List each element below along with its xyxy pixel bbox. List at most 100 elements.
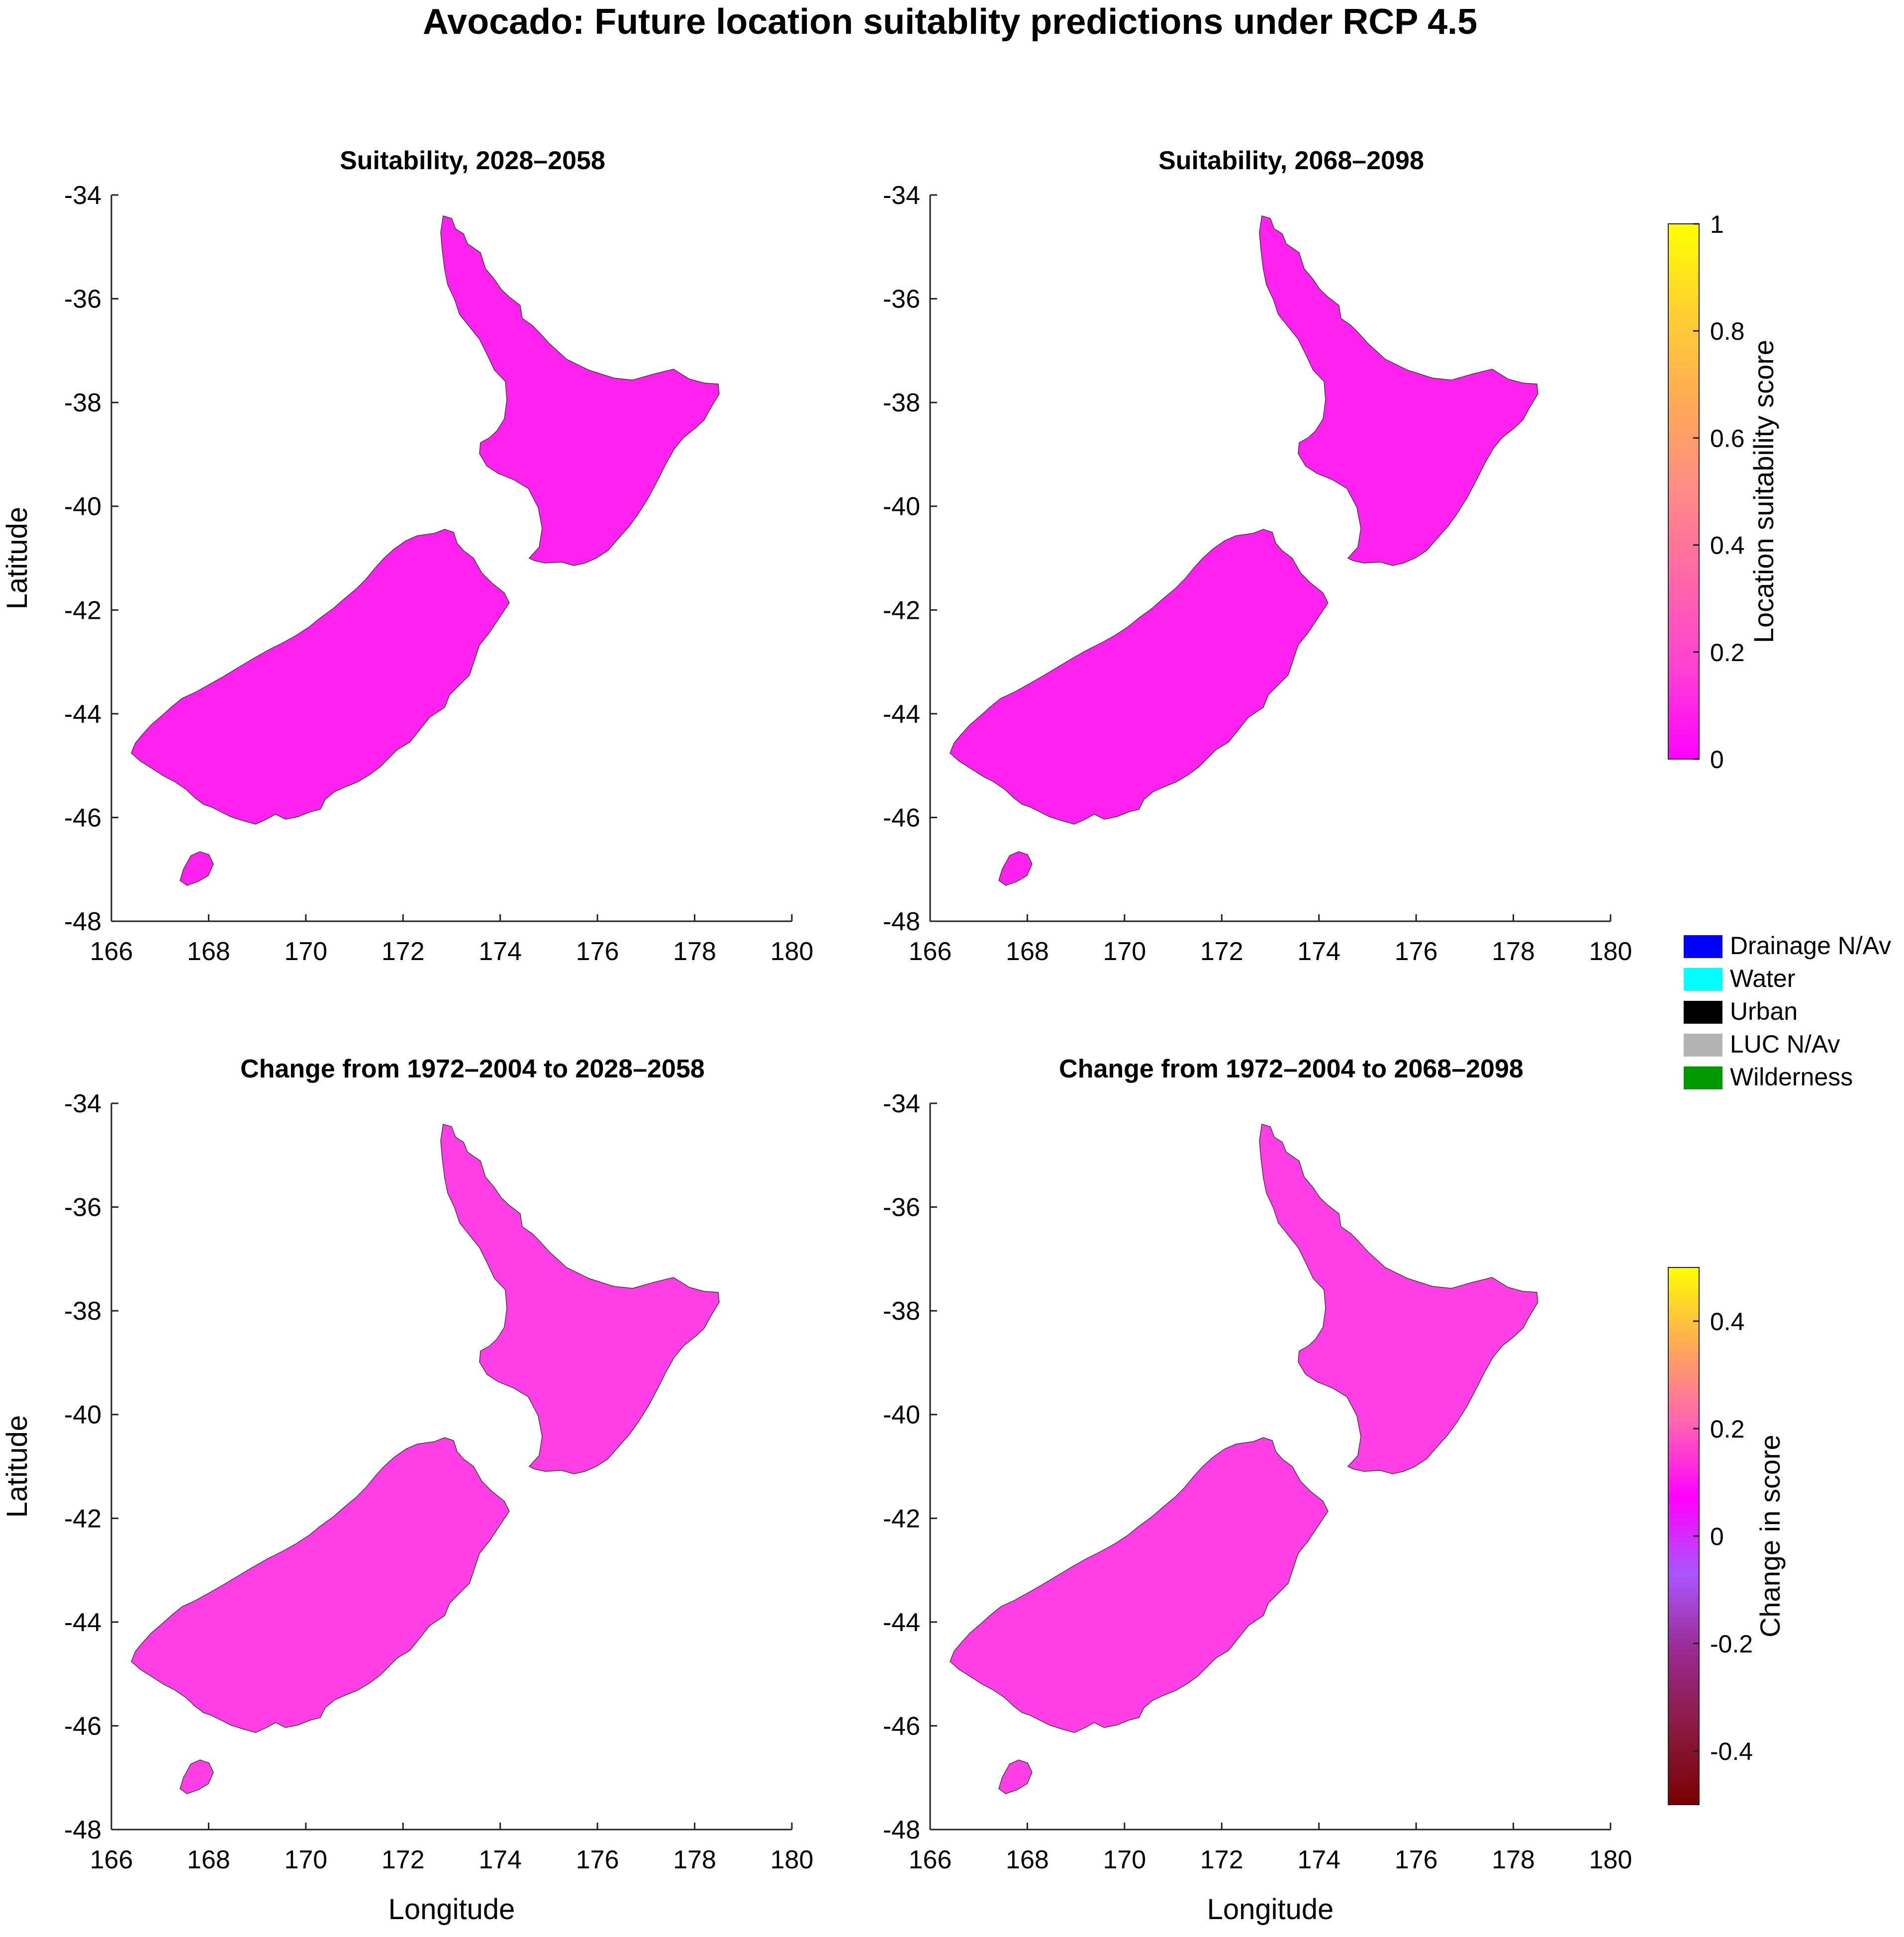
colorbar-tick-label: 0.6 bbox=[1710, 424, 1745, 452]
x-tick-label: 174 bbox=[478, 1845, 522, 1874]
x-tick-label: 166 bbox=[90, 1845, 133, 1874]
legend-label: Wilderness bbox=[1730, 1063, 1853, 1091]
x-tick-label: 178 bbox=[1492, 1845, 1535, 1874]
x-tick-label: 172 bbox=[381, 937, 425, 966]
y-tick-label: -40 bbox=[64, 1401, 101, 1430]
y-tick-label: -36 bbox=[64, 1193, 101, 1222]
x-tick-label: 178 bbox=[673, 1845, 716, 1874]
y-tick-label: -42 bbox=[883, 596, 920, 625]
colorbar-tick-label: 0.8 bbox=[1710, 317, 1745, 345]
x-tick-label: 170 bbox=[1103, 1845, 1146, 1874]
y-tick-label: -46 bbox=[883, 803, 920, 832]
nz-stewart-landmass bbox=[998, 851, 1033, 886]
y-tick-label: -36 bbox=[64, 285, 101, 314]
x-tick-label: 168 bbox=[1006, 1845, 1049, 1874]
colorbar-tick-label: 0.2 bbox=[1710, 1415, 1745, 1443]
x-tick-label: 176 bbox=[576, 1845, 619, 1874]
legend-swatch bbox=[1684, 1066, 1722, 1089]
x-tick-label: 172 bbox=[1200, 937, 1243, 966]
y-tick-label: -34 bbox=[64, 181, 101, 210]
y-tick-label: -42 bbox=[883, 1504, 920, 1533]
colorbars-group: 0 0.2 0.4 0.6 0.8 1 Location suitability score… bbox=[1668, 210, 1786, 1805]
x-tick-label: 178 bbox=[673, 937, 716, 966]
colorbar-tick-label: -0.2 bbox=[1710, 1630, 1753, 1658]
legend-swatch bbox=[1684, 1034, 1722, 1057]
change-colorbar: -0.4 -0.2 0 0.2 0.4 Change in score bbox=[1668, 1267, 1786, 1805]
colorbar-tick-label: -0.4 bbox=[1710, 1738, 1753, 1765]
figure-title: Avocado: Future location suitablity pred… bbox=[423, 2, 1477, 42]
y-tick-label: -46 bbox=[883, 1712, 920, 1741]
nz-north-landmass bbox=[440, 215, 720, 566]
panel-title: Suitability, 2028–2058 bbox=[340, 146, 605, 175]
nz-map bbox=[950, 215, 1538, 886]
x-tick-label: 170 bbox=[1103, 937, 1146, 966]
y-tick-label: -44 bbox=[64, 700, 101, 729]
y-tick-label: -38 bbox=[883, 388, 920, 417]
x-tick-label: 180 bbox=[1589, 937, 1632, 966]
y-tick-label: -40 bbox=[883, 492, 920, 521]
legend-label: Drainage N/Av bbox=[1730, 932, 1891, 960]
legend-item: LUC N/Av bbox=[1684, 1030, 1840, 1058]
x-tick-label: 174 bbox=[1297, 1845, 1340, 1874]
map-panel-suit-2068: Suitability, 2068–2098 166 168 170 172 174 176… bbox=[883, 146, 1632, 966]
y-tick-label: -44 bbox=[64, 1608, 101, 1637]
y-tick-label: -38 bbox=[64, 1297, 101, 1326]
legend-item: Drainage N/Av bbox=[1684, 932, 1891, 960]
nz-north-landmass bbox=[1259, 1124, 1538, 1474]
y-tick-label: -40 bbox=[64, 492, 101, 521]
legend-label: Water bbox=[1730, 965, 1796, 992]
x-axis-label: Longitude bbox=[388, 1893, 515, 1926]
y-tick-label: -42 bbox=[64, 596, 101, 625]
colorbar-tick-label: 0.4 bbox=[1710, 1308, 1745, 1336]
y-tick-label: -46 bbox=[64, 803, 101, 832]
x-axis-label: Longitude bbox=[1207, 1893, 1334, 1926]
x-tick-label: 174 bbox=[478, 937, 522, 966]
x-tick-label: 170 bbox=[284, 1845, 327, 1874]
y-tick-label: -34 bbox=[64, 1089, 101, 1118]
legend-item: Wilderness bbox=[1684, 1063, 1853, 1091]
map-panel-change-2028: Change from 1972–2004 to 2028–2058 166 168… bbox=[1, 1055, 813, 1926]
y-tick-label: -34 bbox=[883, 181, 920, 210]
y-tick-label: -36 bbox=[883, 285, 920, 314]
x-tick-label: 168 bbox=[1006, 937, 1049, 966]
x-tick-label: 168 bbox=[187, 937, 230, 966]
legend-item: Urban bbox=[1684, 997, 1798, 1025]
y-tick-label: -48 bbox=[883, 907, 920, 936]
y-axis-label: Latitude bbox=[1, 507, 33, 609]
panels-group: Suitability, 2028–2058 166 168 170 172 174 176… bbox=[1, 146, 1632, 1926]
nz-south-landmass bbox=[950, 1437, 1329, 1733]
panel-title: Change from 1972–2004 to 2068–2098 bbox=[1059, 1055, 1523, 1083]
legend-swatch bbox=[1684, 935, 1722, 958]
legend-label: LUC N/Av bbox=[1730, 1030, 1840, 1058]
suitability-colorbar: 0 0.2 0.4 0.6 0.8 1 Location suitability score bbox=[1668, 210, 1779, 774]
colorbar-tick-label: 0.4 bbox=[1710, 532, 1745, 560]
x-tick-label: 172 bbox=[381, 1845, 425, 1874]
nz-south-landmass bbox=[131, 1437, 510, 1733]
y-tick-label: -34 bbox=[883, 1089, 920, 1118]
panel-title: Suitability, 2068–2098 bbox=[1158, 146, 1424, 175]
y-tick-label: -48 bbox=[64, 1816, 101, 1844]
y-tick-label: -42 bbox=[64, 1504, 101, 1533]
y-tick-label: -44 bbox=[883, 1608, 920, 1637]
x-tick-label: 166 bbox=[909, 937, 952, 966]
colorbar-gradient bbox=[1668, 223, 1700, 760]
y-tick-label: -40 bbox=[883, 1401, 920, 1430]
legend-item: Water bbox=[1684, 965, 1796, 992]
legend-label: Urban bbox=[1730, 997, 1798, 1025]
x-tick-label: 176 bbox=[576, 937, 619, 966]
map-panel-change-2068: Change from 1972–2004 to 2068–2098 166 168… bbox=[883, 1055, 1632, 1926]
x-tick-label: 180 bbox=[770, 1845, 814, 1874]
nz-map bbox=[131, 215, 720, 886]
map-panel-suit-2028: Suitability, 2028–2058 166 168 170 172 174 176… bbox=[1, 146, 813, 966]
nz-stewart-landmass bbox=[180, 1759, 214, 1794]
colorbar-tick-label: 0.2 bbox=[1710, 639, 1745, 667]
x-tick-label: 170 bbox=[284, 937, 327, 966]
nz-stewart-landmass bbox=[180, 851, 214, 886]
colorbar-label: Change in score bbox=[1754, 1435, 1786, 1638]
nz-stewart-landmass bbox=[998, 1759, 1033, 1794]
legend-swatch bbox=[1684, 1001, 1722, 1024]
colorbar-tick-label: 0 bbox=[1710, 746, 1724, 774]
y-axis-label: Latitude bbox=[1, 1415, 33, 1518]
x-tick-label: 180 bbox=[1589, 1845, 1632, 1874]
